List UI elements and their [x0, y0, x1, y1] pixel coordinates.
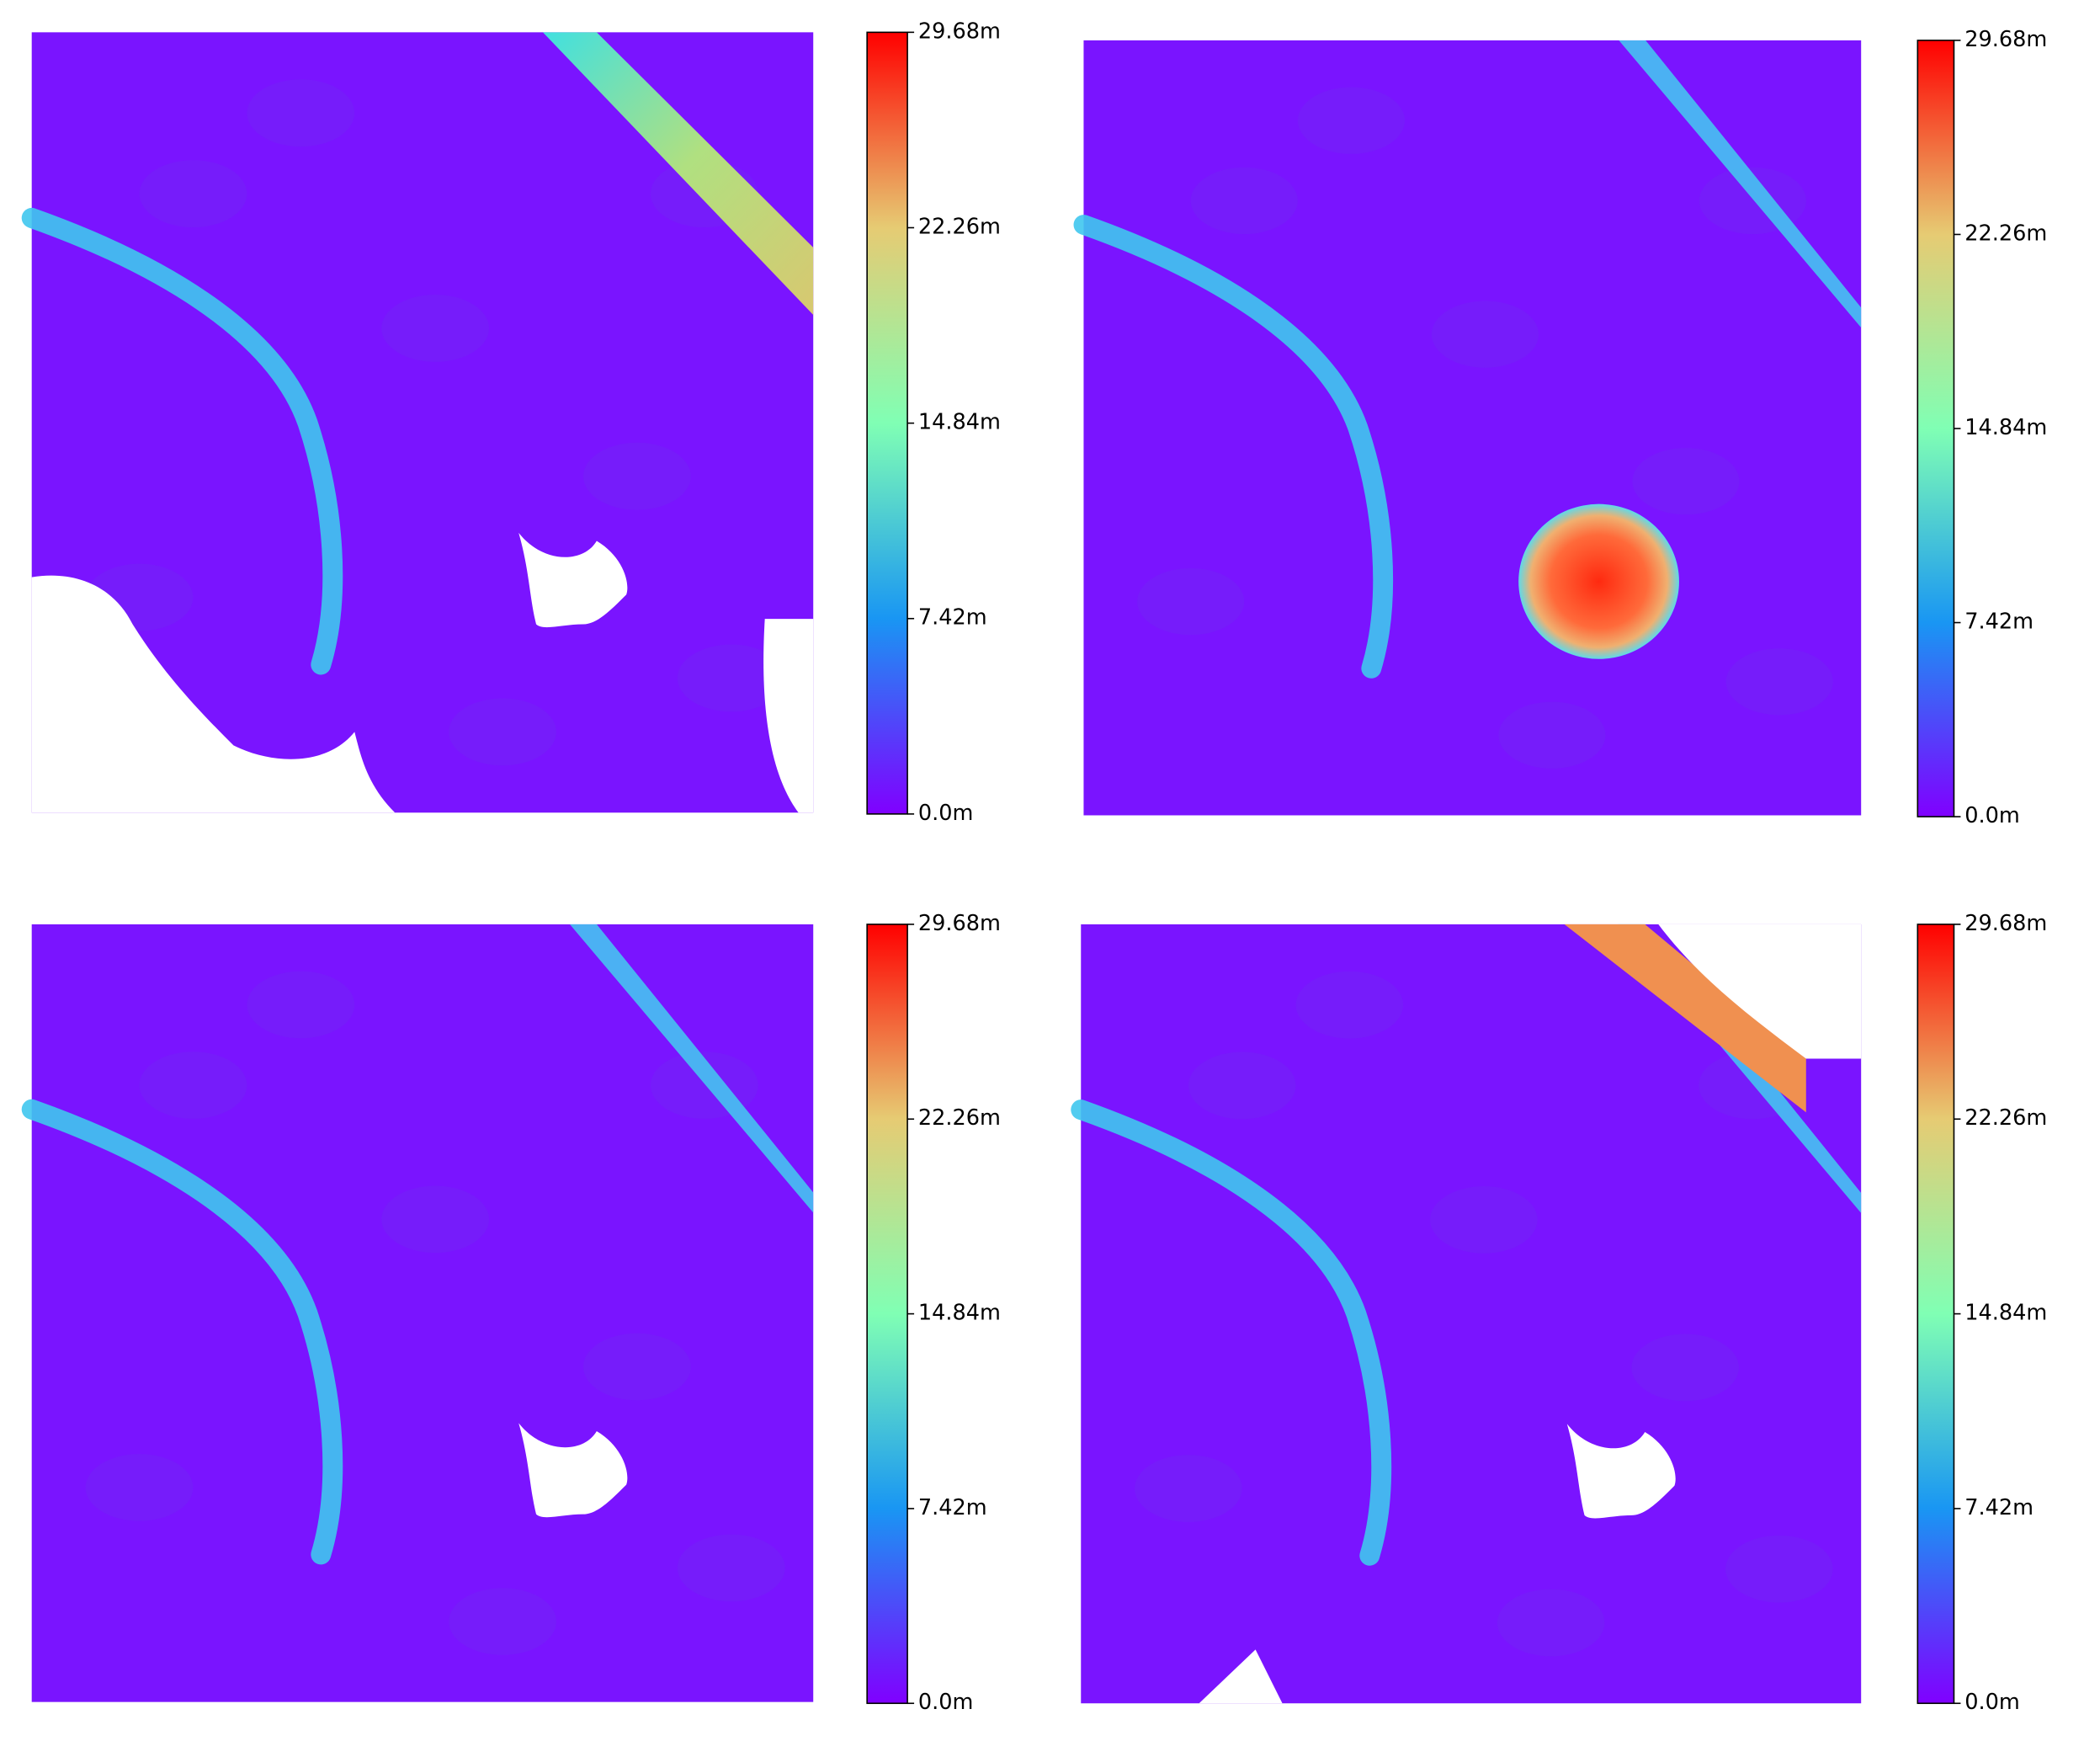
- terrain: [1497, 1589, 1605, 1657]
- terrain: [677, 644, 785, 712]
- no-data: [1658, 924, 1862, 1059]
- map: [21, 32, 814, 813]
- terrain: [247, 971, 355, 1039]
- ridge: [1619, 40, 1862, 328]
- terrain: [449, 1588, 556, 1655]
- terrain: [381, 1185, 490, 1254]
- colorbar-tick-label: 0.0m: [1964, 1690, 2020, 1715]
- terrain: [582, 1333, 691, 1401]
- terrain: [381, 294, 490, 362]
- colorbar-tick-label: 29.68m: [1964, 911, 2047, 936]
- colorbar-tick-label: 14.84m: [918, 1301, 1001, 1326]
- colorbar-tick-label: 22.26m: [1964, 1105, 2047, 1131]
- terrain: [1498, 701, 1606, 769]
- colorbar: [866, 924, 908, 1705]
- no-data: [1199, 1649, 1283, 1704]
- colorbar-tick-label: 22.26m: [918, 1105, 1001, 1131]
- terrain: [1631, 1334, 1740, 1402]
- terrain: [1188, 1052, 1296, 1120]
- river: [1071, 1099, 1392, 1566]
- colorbar-tick-label: 7.42m: [1964, 610, 2034, 635]
- no-data: [518, 1423, 628, 1518]
- terrain: [1297, 87, 1406, 154]
- colorbar-tick-label: 29.68m: [918, 911, 1001, 936]
- no-data: [1566, 1424, 1676, 1519]
- terrain: [139, 1052, 247, 1119]
- terrain: [139, 160, 247, 228]
- colorbar-tick-label: 29.68m: [1964, 27, 2047, 52]
- terrain: [1431, 301, 1539, 368]
- colorbar-tick-label: 7.42m: [1964, 1495, 2034, 1520]
- colorbar-tick-label: 22.26m: [918, 214, 1001, 239]
- terrain: [1137, 567, 1245, 636]
- colorbar-tick-label: 14.84m: [1964, 415, 2047, 440]
- terrain: [1725, 648, 1833, 716]
- colorbar: [866, 31, 908, 815]
- colorbar-tick-label: 0.0m: [918, 1690, 974, 1715]
- river: [21, 207, 343, 675]
- terrain: [247, 79, 355, 147]
- river: [21, 1099, 343, 1565]
- map: [1073, 40, 1862, 816]
- colorbar-tick-label: 14.84m: [1964, 1301, 2047, 1326]
- anomaly: [1518, 503, 1679, 659]
- terrain: [449, 698, 556, 766]
- river: [1073, 215, 1394, 679]
- terrain: [1725, 1535, 1833, 1603]
- terrain: [582, 442, 691, 510]
- terrain: [1430, 1186, 1538, 1254]
- colorbar: [1917, 924, 1955, 1705]
- no-data: [763, 619, 814, 813]
- terrain: [1190, 167, 1298, 235]
- map: [21, 924, 814, 1702]
- colorbar-tick-label: 7.42m: [918, 605, 987, 631]
- map: [1071, 924, 1862, 1704]
- no-data: [31, 575, 396, 813]
- terrain: [1295, 971, 1404, 1039]
- no-data: [518, 532, 628, 628]
- colorbar-tick-label: 0.0m: [918, 801, 974, 826]
- colorbar-tick-label: 14.84m: [918, 410, 1001, 435]
- terrain: [677, 1534, 785, 1602]
- colorbar-tick-label: 0.0m: [1964, 803, 2020, 828]
- terrain: [85, 1454, 194, 1521]
- terrain: [1135, 1455, 1242, 1522]
- colorbar-tick-label: 29.68m: [918, 19, 1001, 44]
- colorbar-tick-label: 22.26m: [1964, 221, 2047, 246]
- colorbar: [1917, 40, 1955, 817]
- terrain: [1632, 448, 1740, 515]
- colorbar-tick-label: 7.42m: [918, 1495, 987, 1520]
